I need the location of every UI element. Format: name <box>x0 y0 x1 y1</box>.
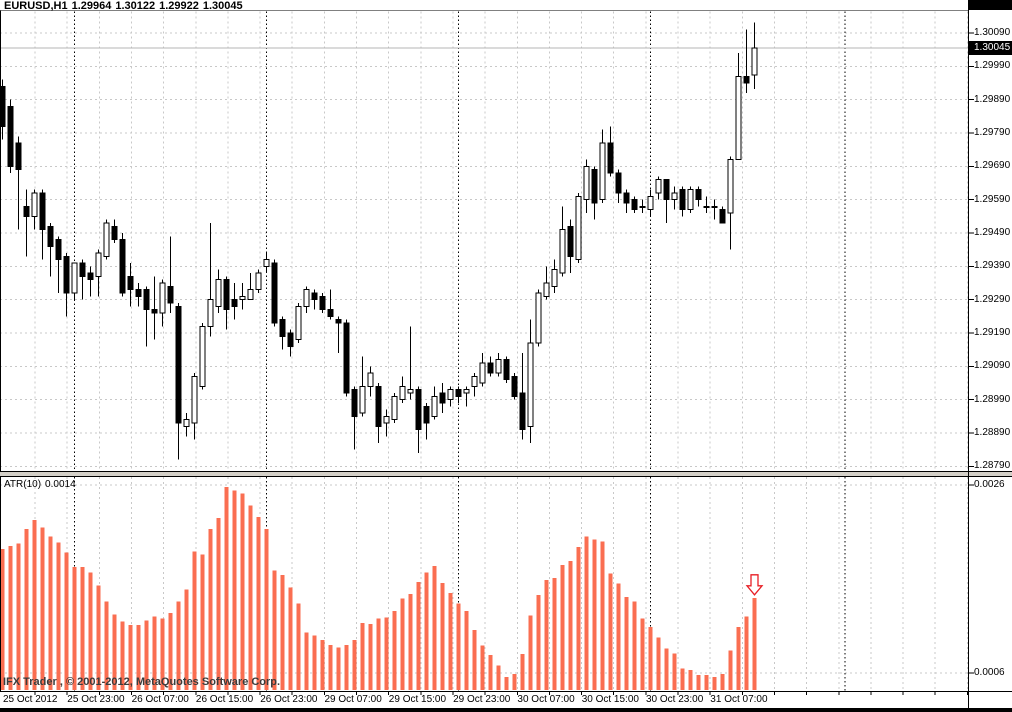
price-axis-label: 1.30090 <box>974 27 1011 38</box>
indicator-value: 0.0014 <box>45 479 76 490</box>
current-price-badge: 1.30045 <box>969 40 1012 55</box>
price-axis-label: 1.29390 <box>974 260 1011 272</box>
low-value: 1.29922 <box>159 0 199 12</box>
indicator-label: ATR(10) 0.0014 <box>4 479 80 490</box>
time-axis-label: 26 Oct 07:00 <box>131 694 189 705</box>
time-axis-label: 29 Oct 07:00 <box>324 694 382 705</box>
price-axis-label: 1.28990 <box>974 393 1011 405</box>
indicator-axis-label: 0.0006 <box>974 667 1005 678</box>
open-value: 1.29964 <box>71 0 112 12</box>
price-axis-label: 1.29890 <box>974 93 1011 105</box>
indicator-name: ATR(10) <box>4 479 42 490</box>
price-axis-label: 1.28790 <box>974 460 1011 472</box>
price-axis-label: 1.29090 <box>974 360 1011 372</box>
high-value: 1.30122 <box>115 0 156 12</box>
broker-watermark: IFX Trader , © 2001-2012, MetaQuotes Sof… <box>3 676 281 688</box>
price-axis-label: 1.29190 <box>974 326 1011 338</box>
close-value: 1.30045 <box>202 0 243 12</box>
price-axis-label: 1.29990 <box>974 60 1011 72</box>
time-axis-label: 30 Oct 07:00 <box>517 694 575 705</box>
price-axis-label: 1.29590 <box>974 193 1011 205</box>
price-axis[interactable] <box>968 0 1012 712</box>
down-arrow-annotation[interactable] <box>745 574 764 596</box>
symbol-timeframe-label: EURUSD,H1 <box>4 0 68 12</box>
price-axis-label: 1.29290 <box>974 293 1011 305</box>
price-axis-label: 1.28890 <box>974 426 1011 438</box>
time-axis-label: 29 Oct 15:00 <box>388 694 447 705</box>
time-axis-label: 26 Oct 23:00 <box>260 694 318 705</box>
price-axis-label: 1.29790 <box>974 126 1011 138</box>
time-axis-label: 30 Oct 23:00 <box>646 694 704 705</box>
time-axis-label: 25 Oct 2012 <box>3 694 58 705</box>
indicator-axis-label: 0.0026 <box>974 479 1005 490</box>
time-axis-label: 26 Oct 15:00 <box>195 694 254 705</box>
price-axis-label: 1.29490 <box>974 226 1011 238</box>
time-axis-label: 30 Oct 15:00 <box>581 694 639 705</box>
time-axis-label: 29 Oct 23:00 <box>453 694 511 705</box>
time-axis-label: 25 Oct 23:00 <box>67 694 125 705</box>
time-axis-label: 31 Oct 07:00 <box>710 694 768 705</box>
price-axis-label: 1.29690 <box>974 160 1011 172</box>
chart-title: EURUSD,H1 1.29964 1.30122 1.29922 1.30045 <box>4 0 247 12</box>
